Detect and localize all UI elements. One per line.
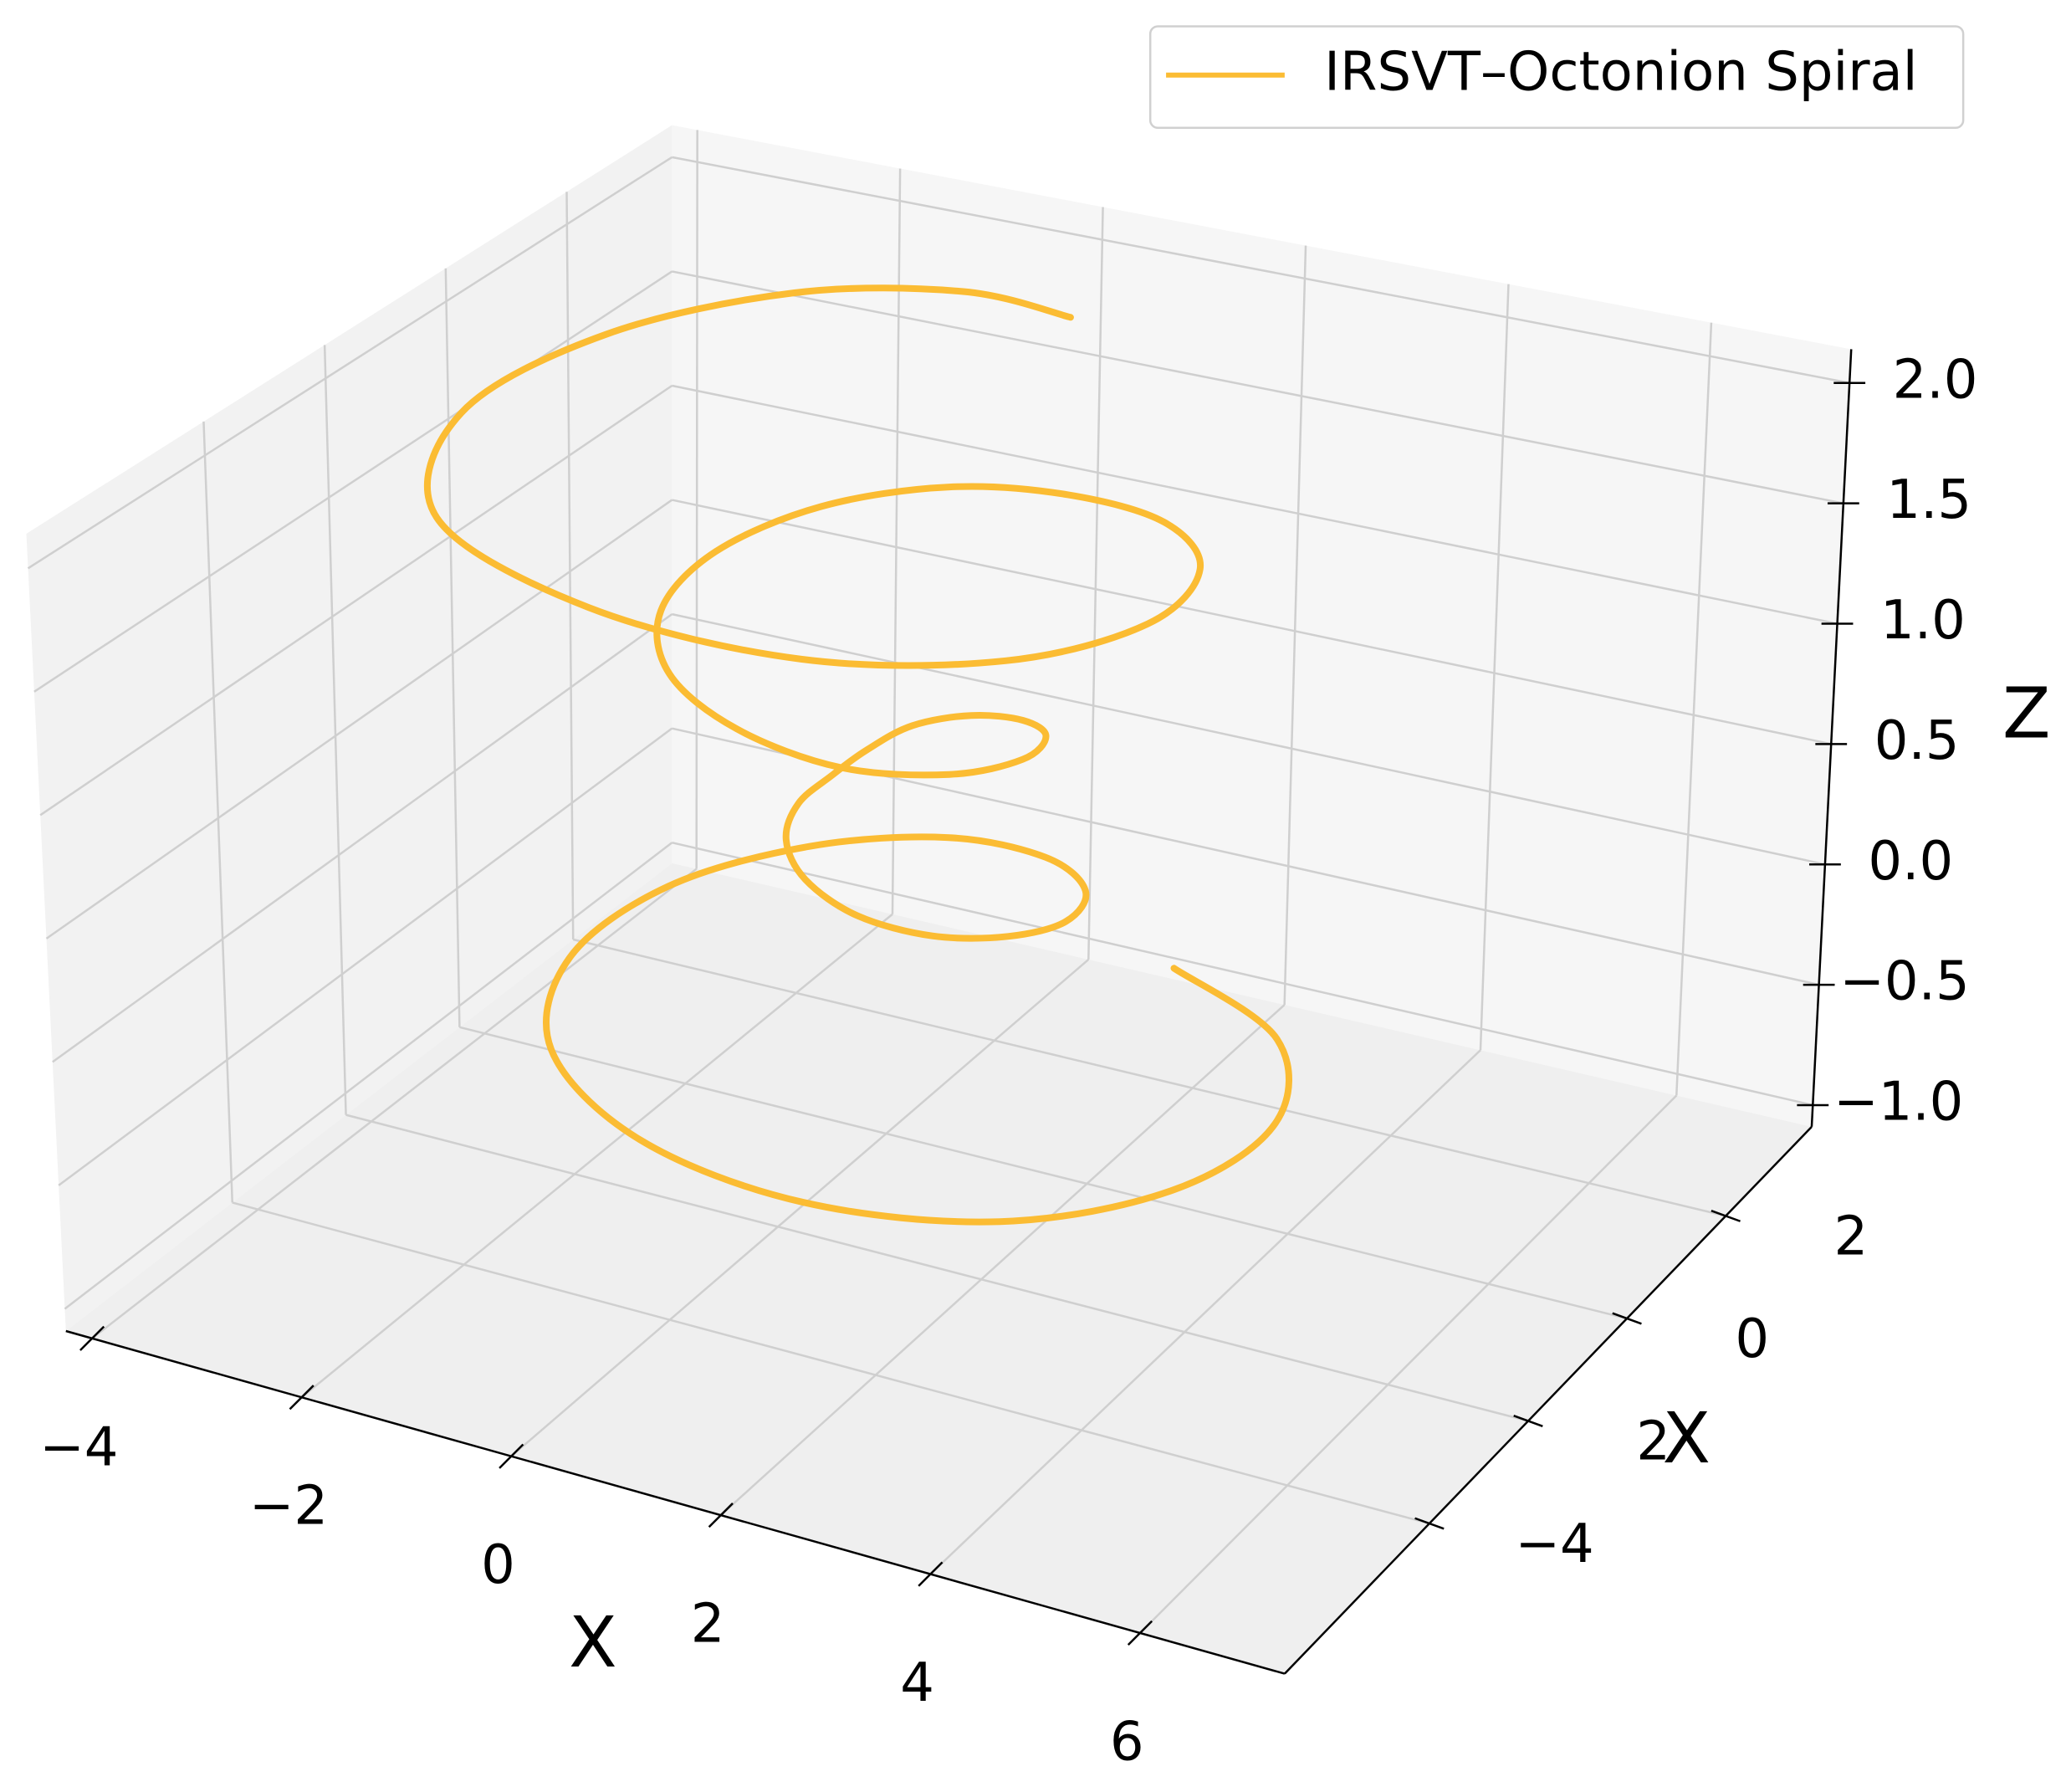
z-axis-label: Z [2002,672,2051,754]
grid-line [672,270,1844,504]
grid-line [45,499,673,940]
y-axis-line [1283,1125,1813,1675]
grid-line [52,613,673,1063]
grid-line [91,868,698,1339]
y-tick-label: 2 [1834,1206,1869,1267]
grid-line [695,130,698,869]
x-tick-label: −4 [39,1416,118,1478]
y-tick-label: 2 [1636,1411,1670,1472]
grid-line [672,841,1813,1107]
grid-line [39,384,673,817]
grid-line [1479,284,1510,1051]
grid-line [510,958,1090,1457]
z-tick-label: 0.5 [1874,710,1960,772]
grid-line [565,192,575,940]
z-tick-label: −1.0 [1833,1072,1963,1134]
tick-mark [1711,1209,1741,1222]
grid-line [345,1114,1529,1422]
grid-line [444,268,461,1027]
tick-mark [79,1325,105,1351]
y-tick-label: 0 [1735,1308,1769,1370]
grid-line [64,842,673,1310]
grid-line [672,156,1850,384]
grid-line [719,1004,1286,1517]
tick-mark [1414,1517,1445,1530]
x-tick-label: 0 [481,1534,515,1596]
back-pane [672,125,1852,1127]
tick-mark [499,1443,524,1469]
z-tick-label: 1.0 [1880,590,1966,652]
grid-line [891,168,902,914]
legend-box [1148,25,1965,130]
z-axis-line [1810,349,1853,1127]
x-tick-label: 6 [1110,1711,1144,1773]
grid-line [27,156,673,570]
grid-line [672,612,1826,866]
tick-mark [1127,1620,1153,1646]
grid-line [1283,245,1307,1006]
grid-line [572,938,1726,1217]
y-axis-label: X [1663,1397,1711,1479]
grid-line [58,727,673,1186]
left-pane [26,125,672,1332]
x-axis-line [65,1329,1286,1675]
grid-line [459,1026,1628,1320]
grid-line [232,1201,1430,1525]
x-tick-label: 4 [900,1652,934,1714]
tick-mark [1513,1415,1543,1427]
z-tick-label: −0.5 [1839,951,1969,1013]
grid-line [929,1049,1481,1575]
z-tick-label: 1.5 [1886,469,1971,531]
z-tick-label: 2.0 [1893,349,1978,411]
x-axis-label: X [569,1601,617,1683]
grid-line [1675,322,1713,1096]
tick-mark [918,1561,944,1587]
grid-line [202,421,233,1203]
grid-line [323,345,347,1115]
legend-label: IRSVT–Octonion Spiral [1324,41,1917,103]
x-tick-label: −2 [249,1476,328,1538]
y-tick-label: −4 [1515,1513,1593,1575]
grid-line [300,913,893,1399]
grid-line [1139,1094,1678,1634]
grid-line [33,270,673,693]
tick-mark [289,1385,315,1411]
x-tick-label: 2 [691,1594,725,1656]
grid-line [1087,207,1104,960]
z-tick-label: 0.0 [1868,831,1953,893]
grid-line [672,384,1838,625]
spiral-line [423,284,1292,1226]
tick-mark [1612,1312,1642,1325]
tick-mark [708,1503,734,1528]
grid-line [672,499,1832,745]
